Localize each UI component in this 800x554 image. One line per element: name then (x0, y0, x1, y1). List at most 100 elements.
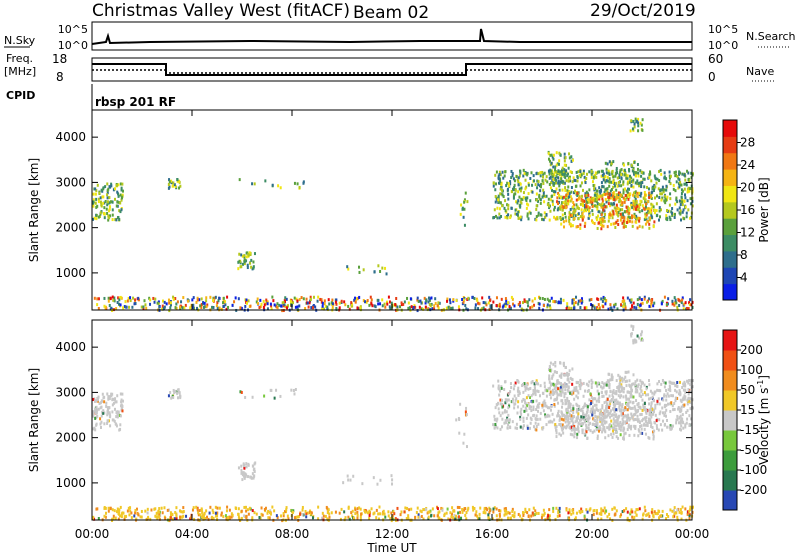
echo-cell (668, 180, 671, 184)
echo-cell (220, 511, 223, 515)
echo-cell (507, 406, 510, 410)
echo-cell (619, 171, 622, 175)
echo-cell (650, 212, 653, 216)
echo-cell (577, 206, 580, 210)
echo-cell (566, 383, 569, 387)
echo-cell (514, 398, 517, 402)
echo-cell (628, 208, 631, 212)
echo-cell (388, 305, 391, 309)
echo-cell (167, 183, 170, 187)
echo-cell (638, 392, 641, 396)
echo-cell (681, 296, 684, 300)
echo-cell (653, 510, 656, 514)
echo-cell (168, 180, 171, 184)
nsky-tick-high: 10^5 (58, 23, 88, 36)
echo-cell (612, 202, 615, 206)
echo-cell (558, 159, 561, 163)
echo-cell (661, 428, 664, 432)
echo-cell (600, 174, 603, 178)
echo-cell (443, 512, 446, 516)
echo-cell (147, 515, 150, 519)
echo-cell (509, 390, 512, 394)
echo-cell (538, 295, 541, 299)
echo-cell (344, 516, 347, 520)
echo-cell (633, 160, 636, 164)
echo-cell (150, 508, 153, 512)
echo-cell (499, 173, 502, 177)
echo-cell (664, 411, 667, 415)
echo-cell (385, 300, 388, 304)
echo-cell (616, 416, 619, 420)
echo-cell (389, 307, 392, 311)
echo-cell (549, 153, 552, 157)
echo-cell (664, 177, 667, 181)
echo-cell (586, 417, 589, 421)
echo-cell (623, 222, 626, 226)
echo-cell (545, 175, 548, 179)
echo-cell (634, 194, 637, 198)
echo-cell (666, 392, 669, 396)
echo-cell (647, 436, 650, 440)
echo-cell (358, 265, 361, 269)
echo-cell (630, 393, 633, 397)
echo-cell (130, 511, 133, 515)
echo-cell (522, 191, 525, 195)
echo-cell (108, 397, 111, 401)
echo-cell (559, 300, 562, 304)
echo-cell (100, 405, 103, 409)
echo-cell (524, 197, 527, 201)
freq-unit-label: [MHz] (4, 65, 36, 78)
echo-cell (558, 173, 561, 177)
echo-cell (630, 384, 633, 388)
echo-cell (110, 182, 113, 186)
echo-cell (523, 299, 526, 303)
echo-cell (391, 478, 394, 482)
echo-cell (604, 180, 607, 184)
echo-cell (651, 508, 654, 512)
echo-cell (674, 189, 677, 193)
echo-cell (599, 410, 602, 414)
echo-cell (591, 401, 594, 405)
echo-cell (535, 198, 538, 202)
echo-cell (688, 424, 691, 428)
echo-cell (624, 407, 627, 411)
echo-cell (532, 174, 535, 178)
echo-cell (608, 394, 611, 398)
echo-cell (394, 303, 397, 307)
echo-cell (609, 389, 612, 393)
echo-cell (119, 404, 122, 408)
echo-cell (153, 300, 156, 304)
echo-cell (222, 296, 225, 300)
echo-cell (605, 404, 608, 408)
echo-cell (245, 298, 248, 302)
echo-cell (635, 174, 638, 178)
echo-cell (550, 161, 553, 165)
echo-cell (505, 302, 508, 306)
echo-cell (406, 506, 409, 510)
echo-cell (623, 187, 626, 191)
echo-cell (239, 261, 242, 265)
echo-cell (659, 215, 662, 219)
echo-cell (634, 510, 637, 514)
echo-cell (572, 415, 575, 419)
echo-cell (323, 302, 326, 306)
echo-cell (321, 301, 324, 305)
echo-cell (518, 195, 521, 199)
echo-cell (563, 384, 566, 388)
echo-cell (536, 417, 539, 421)
echo-cell (309, 299, 312, 303)
echo-cell (243, 254, 246, 258)
echo-cell (245, 473, 248, 477)
echo-cell (504, 380, 507, 384)
echo-cell (596, 205, 599, 209)
echo-cell (595, 403, 598, 407)
echo-cell (586, 389, 589, 393)
echo-cell (681, 298, 684, 302)
echo-cell (621, 403, 624, 407)
echo-cell (622, 219, 625, 223)
echo-cell (117, 192, 120, 196)
echo-cell (511, 190, 514, 194)
echo-cell (563, 181, 566, 185)
echo-cell (463, 432, 466, 436)
echo-cell (197, 511, 200, 515)
